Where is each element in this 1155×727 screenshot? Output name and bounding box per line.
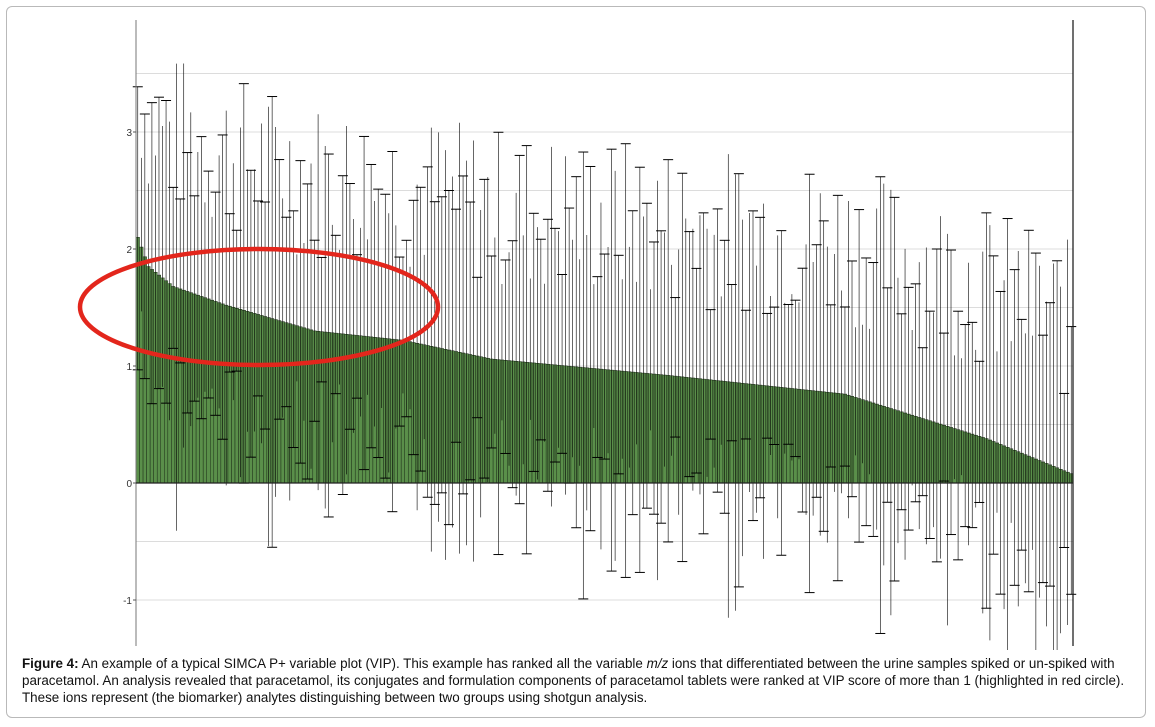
caption-label: Figure 4: — [22, 656, 79, 671]
vip-chart: 3 2 1 0 -1 — [77, 20, 1077, 650]
grid-lines — [136, 73, 1073, 601]
y-tick-label: 1 — [126, 362, 132, 373]
y-tick-label: 0 — [126, 479, 132, 490]
caption-text-after: ions that differentiated between the uri… — [22, 656, 1125, 705]
caption-italic: m/z — [646, 656, 669, 671]
caption-text-before: An example of a typical SIMCA P+ variabl… — [78, 656, 647, 671]
y-tick-labels: 3 2 1 0 -1 — [123, 128, 136, 607]
y-tick-label: 3 — [126, 128, 132, 139]
highlight-circle — [77, 246, 441, 368]
y-tick-label: 2 — [126, 245, 132, 256]
y-tick-label: -1 — [123, 596, 132, 607]
axes — [135, 20, 1074, 646]
error-bars — [132, 63, 1077, 650]
figure-caption: Figure 4: An example of a typical SIMCA … — [22, 655, 1137, 706]
